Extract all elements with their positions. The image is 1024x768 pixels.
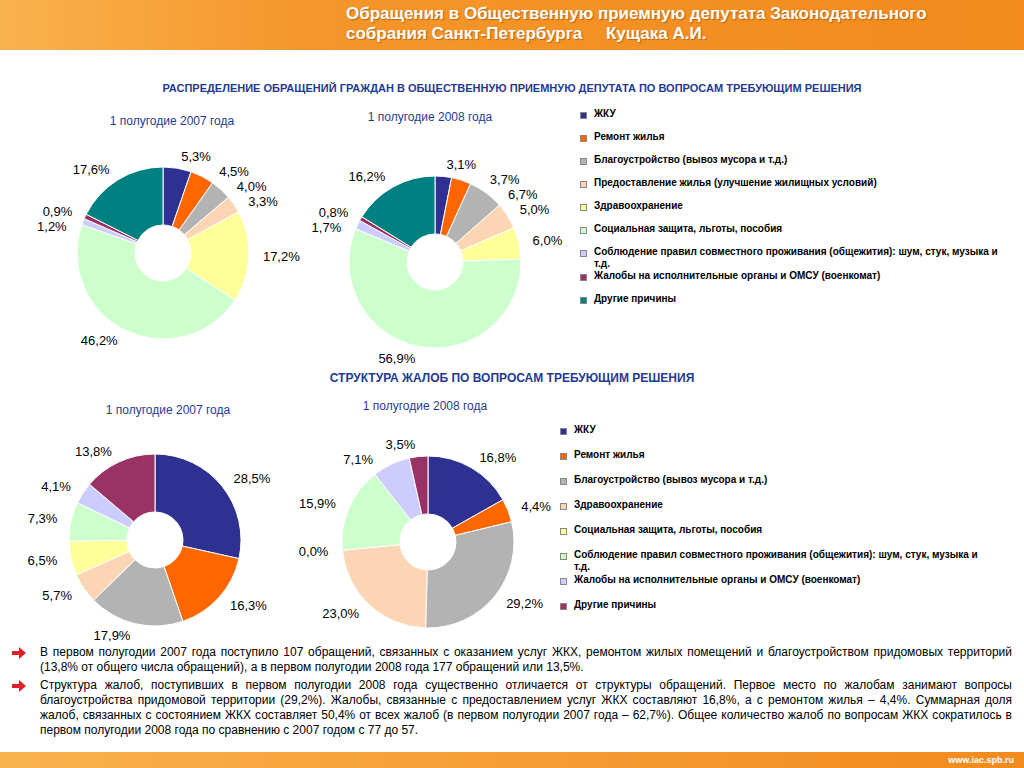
html-text:Структура жалоб, поступивших в: Структура жалоб, поступивших в первом по…	[40, 678, 1012, 737]
html-text:Благоустройство (вывоз мусора: Благоустройство (вывоз мусора и т.д.)	[574, 474, 768, 485]
svg-text:4,1%: 4,1%	[41, 479, 71, 494]
svg-text:29,2%: 29,2%	[506, 596, 543, 611]
html-text:Социальная защита, льготы, пос: Социальная защита, льготы, пособия	[574, 524, 763, 535]
svg-text:6,0%: 6,0%	[533, 233, 563, 248]
svg-text:4,4%: 4,4%	[521, 499, 551, 514]
svg-text:3,3%: 3,3%	[248, 194, 278, 209]
html-text:Ремонт жилья: Ремонт жилья	[574, 449, 645, 460]
svg-text:3,5%: 3,5%	[386, 437, 416, 452]
svg-text:16,2%: 16,2%	[348, 169, 385, 184]
svg-text:17,9%: 17,9%	[94, 628, 131, 643]
html-text:Жалобы на исполнительные орган: Жалобы на исполнительные органы и ОМСУ (…	[594, 270, 881, 281]
html-text:СТРУКТУРА ЖАЛОБ ПО ВОПРОСАМ ТР: СТРУКТУРА ЖАЛОБ ПО ВОПРОСАМ ТРЕБУЮЩИМ РЕ…	[329, 371, 695, 385]
svg-text:6,7%: 6,7%	[508, 187, 538, 202]
html-text:Социальная защита, льготы, пос: Социальная защита, льготы, пособия	[594, 223, 783, 234]
html-text:В первом полугодии 2007 года п: В первом полугодии 2007 года поступило 1…	[40, 645, 1012, 674]
svg-text:4,5%: 4,5%	[219, 164, 249, 179]
html-text:Соблюдение правил совместного: Соблюдение правил совместного проживания…	[574, 549, 978, 572]
svg-text:28,5%: 28,5%	[233, 471, 270, 486]
html-text:ЖКУ: ЖКУ	[574, 424, 596, 435]
html-text:Соблюдение правил совместного: Соблюдение правил совместного проживания…	[594, 246, 998, 269]
svg-text:16,8%: 16,8%	[479, 450, 516, 465]
svg-text:7,1%: 7,1%	[343, 452, 373, 467]
svg-text:4,0%: 4,0%	[237, 179, 267, 194]
html-text:Предоставление жилья (улучшени: Предоставление жилья (улучшение жилищных…	[594, 177, 877, 188]
svg-text:0,0%: 0,0%	[299, 544, 329, 559]
html-text:1 полугодие 2007 года: 1 полугодие 2007 года	[109, 114, 235, 128]
svg-text:6,5%: 6,5%	[28, 553, 58, 568]
html-text:Другие причины: Другие причины	[594, 293, 677, 304]
svg-text:15,9%: 15,9%	[299, 496, 336, 511]
svg-text:3,7%: 3,7%	[490, 172, 520, 187]
svg-text:17,2%: 17,2%	[263, 249, 300, 264]
html-text:1 полугодие 2008 года: 1 полугодие 2008 года	[367, 110, 493, 124]
html-text:www.iac.spb.ru: www.iac.spb.ru	[948, 755, 1014, 765]
html-text:Жалобы на исполнительные орган: Жалобы на исполнительные органы и ОМСУ (…	[574, 574, 861, 585]
svg-text:13,8%: 13,8%	[75, 444, 112, 459]
svg-text:1,2%: 1,2%	[37, 219, 67, 234]
svg-text:56,9%: 56,9%	[378, 351, 415, 366]
html-text:ЖКУ: ЖКУ	[594, 108, 616, 119]
svg-text:16,3%: 16,3%	[230, 598, 267, 613]
svg-text:3,1%: 3,1%	[447, 157, 477, 172]
svg-text:5,3%: 5,3%	[181, 149, 211, 164]
svg-text:5,0%: 5,0%	[520, 202, 550, 217]
svg-text:5,7%: 5,7%	[42, 588, 72, 603]
svg-text:17,6%: 17,6%	[73, 162, 110, 177]
html-text:Ремонт жилья: Ремонт жилья	[594, 131, 665, 142]
svg-text:23,0%: 23,0%	[322, 606, 359, 621]
html-text:Благоустройство (вывоз мусора: Благоустройство (вывоз мусора и т.д.)	[594, 154, 788, 165]
svg-text:0,9%: 0,9%	[43, 204, 73, 219]
html-text:Обращения в Общественную прием: Обращения в Общественную приемную депута…	[346, 4, 932, 43]
html-text:Здравоохранение: Здравоохранение	[574, 499, 663, 510]
html-text:Другие причины: Другие причины	[574, 599, 657, 610]
html-text:1 полугодие 2007 года: 1 полугодие 2007 года	[105, 403, 231, 417]
svg-text:7,3%: 7,3%	[28, 511, 58, 526]
svg-text:0,8%: 0,8%	[319, 205, 349, 220]
html-text:Здравоохранение: Здравоохранение	[594, 200, 683, 211]
html-text:1 полугодие 2008 года: 1 полугодие 2008 года	[362, 399, 488, 413]
svg-text:1,7%: 1,7%	[312, 220, 342, 235]
html-text:РАСПРЕДЕЛЕНИЕ ОБРАЩЕНИЙ ГРАЖДА: РАСПРЕДЕЛЕНИЕ ОБРАЩЕНИЙ ГРАЖДАН В ОБЩЕСТ…	[162, 82, 862, 94]
svg-text:46,2%: 46,2%	[81, 333, 118, 348]
